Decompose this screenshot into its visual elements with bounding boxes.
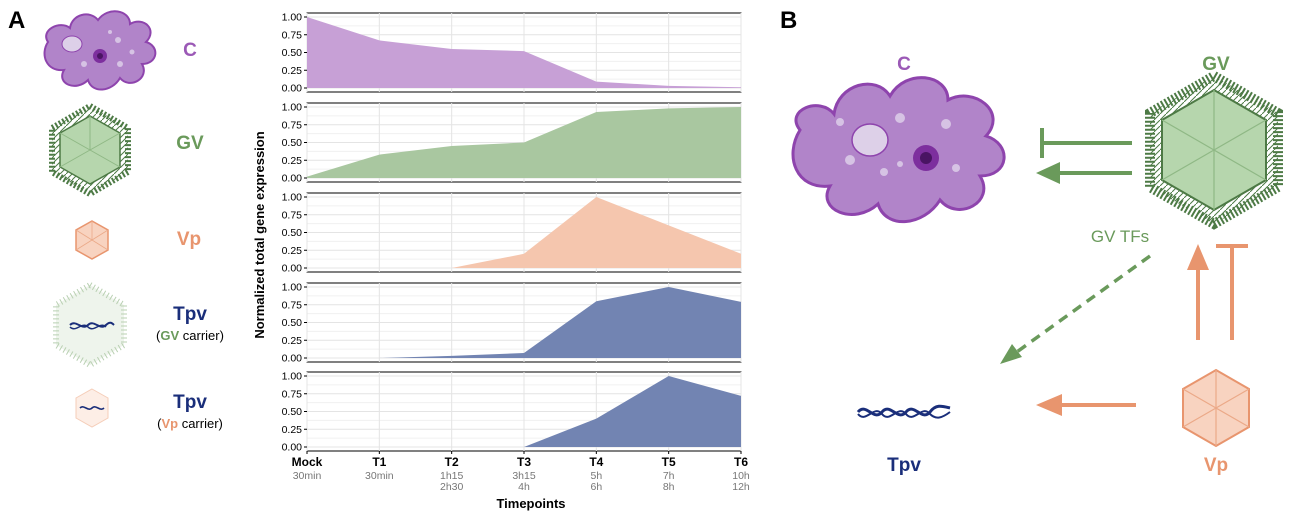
y-tick-label: 0.25 <box>282 424 303 436</box>
y-tick-label: 1.00 <box>282 282 303 294</box>
y-tick-label: 0.75 <box>282 299 303 311</box>
y-tick-label: 1.00 <box>282 192 303 204</box>
series-area-3 <box>451 197 741 268</box>
x-tick-sublabel: 1h15 <box>440 470 464 482</box>
y-tick-label: 1.00 <box>282 371 303 383</box>
y-tick-label: 0.75 <box>282 209 303 221</box>
y-tick-label: 0.00 <box>282 353 303 365</box>
legend-sub-tpv-gv: (GV carrier) <box>156 328 224 343</box>
vp-to-tpv-arrowhead <box>1036 394 1062 416</box>
legend: C GV Vp Tpv (GV carrier) Tpv (Vp carrier… <box>156 40 224 431</box>
x-tick-sublabel: 30min <box>365 470 394 482</box>
tpv-vp-carrier-icon <box>75 388 109 428</box>
chart-panel-5: 0.00 0.25 0.50 0.75 1.00 <box>282 371 742 454</box>
panel-label-b: B <box>780 7 797 34</box>
series-area-4 <box>307 287 741 358</box>
y-tick-label: 0.00 <box>282 442 303 454</box>
giant-virus-large-icon <box>1145 70 1283 230</box>
tpv-gv-carrier-icon <box>53 281 127 369</box>
x-tick-sublabel: 12h <box>732 481 750 493</box>
diagram-label-tpv: Tpv <box>887 455 921 476</box>
gv-tfs-to-tpv-arrowhead <box>1000 344 1022 364</box>
series-area-5 <box>524 376 741 447</box>
tpv-dna-icon <box>856 404 951 419</box>
y-tick-label: 0.50 <box>282 137 303 149</box>
legend-label-c: C <box>183 40 197 61</box>
x-tick-label: Mock <box>292 455 323 469</box>
legend-label-tpv-vp: Tpv <box>173 392 207 413</box>
diagram-label-gv: GV <box>1202 54 1230 75</box>
x-tick-sublabel: 5h <box>590 470 602 482</box>
virophage-icon <box>75 220 109 260</box>
x-tick-sublabel: 7h <box>663 470 675 482</box>
panel-label-a: A <box>8 7 25 34</box>
legend-label-vp: Vp <box>177 229 201 250</box>
legend-label-tpv-gv: Tpv <box>173 304 207 325</box>
y-tick-label: 0.25 <box>282 155 303 167</box>
x-tick-sublabel: 6h <box>590 481 602 493</box>
legend-sub-tpv-vp: (Vp carrier) <box>157 416 223 431</box>
x-tick-sublabel: 8h <box>663 481 675 493</box>
giant-virus-icon <box>49 102 131 198</box>
x-tick-label: T4 <box>589 455 603 469</box>
y-tick-label: 0.50 <box>282 47 303 59</box>
legend-sub-tag-vp: Vp <box>161 416 178 431</box>
gv-tfs-to-tpv-arrow <box>1012 254 1152 356</box>
y-tick-label: 0.75 <box>282 29 303 41</box>
x-tick-sublabel: 10h <box>732 470 750 482</box>
diagram-label-c: C <box>897 54 911 75</box>
x-tick-sublabel: 30min <box>293 470 322 482</box>
x-tick-sublabel: 4h <box>518 481 530 493</box>
legend-label-gv: GV <box>176 133 204 154</box>
series-area-1 <box>307 17 741 88</box>
y-tick-label: 1.00 <box>282 12 303 24</box>
y-axis-title: Normalized total gene expression <box>252 131 267 338</box>
y-tick-label: 0.25 <box>282 335 303 347</box>
y-tick-label: 1.00 <box>282 102 303 114</box>
y-tick-label: 0.50 <box>282 406 303 418</box>
stacked-area-charts: 0.00 0.25 0.50 0.75 1.00 0.00 0.25 0.50 0.75 1.00… <box>282 12 750 494</box>
x-tick-label: T2 <box>445 455 459 469</box>
y-tick-label: 0.25 <box>282 245 303 257</box>
y-tick-label: 0.75 <box>282 388 303 400</box>
x-tick-label: T3 <box>517 455 531 469</box>
chart-panel-3: 0.00 0.25 0.50 0.75 1.00 <box>282 192 742 275</box>
diagram-label-gv-tfs: GV TFs <box>1091 227 1149 246</box>
x-tick-label: T1 <box>372 455 386 469</box>
amoeba-large-icon <box>791 76 1006 223</box>
y-tick-label: 0.00 <box>282 83 303 95</box>
y-tick-label: 0.50 <box>282 317 303 329</box>
gv-activates-c-arrowhead <box>1036 162 1060 184</box>
y-tick-label: 0.75 <box>282 119 303 131</box>
x-tick-label: T5 <box>662 455 676 469</box>
x-axis-title: Timepoints <box>496 496 565 511</box>
x-tick-sublabel: 3h15 <box>512 470 536 482</box>
chart-panel-4: 0.00 0.25 0.50 0.75 1.00 <box>282 282 742 365</box>
y-tick-label: 0.00 <box>282 263 303 275</box>
x-tick-sublabel: 2h30 <box>440 481 464 493</box>
virophage-large-icon <box>1182 368 1250 448</box>
y-tick-label: 0.25 <box>282 65 303 77</box>
y-tick-label: 0.50 <box>282 227 303 239</box>
interaction-diagram: C GV GV TFs Vp <box>791 54 1283 476</box>
legend-sub-tag-gv: GV <box>160 328 179 343</box>
diagram-label-vp: Vp <box>1204 455 1228 476</box>
chart-panel-1: 0.00 0.25 0.50 0.75 1.00 <box>282 12 742 95</box>
vp-activates-gv-arrowhead <box>1187 244 1209 270</box>
y-tick-label: 0.00 <box>282 173 303 185</box>
x-tick-label: T6 <box>734 455 748 469</box>
amoeba-icon <box>43 10 157 91</box>
chart-panel-2: 0.00 0.25 0.50 0.75 1.00 <box>282 102 742 185</box>
